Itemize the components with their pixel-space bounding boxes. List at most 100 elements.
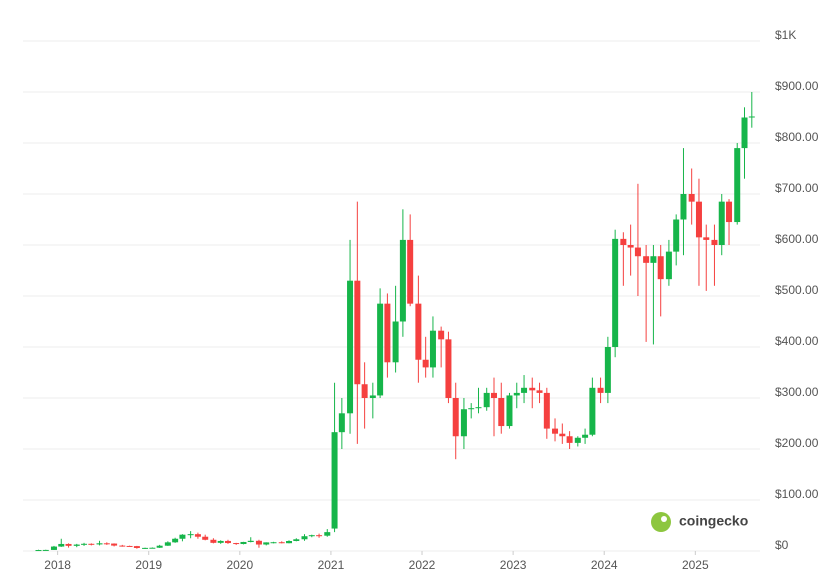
candle-body <box>536 390 543 393</box>
candle-body <box>247 540 254 542</box>
candle <box>210 538 217 544</box>
y-tick-label: $200.00 <box>775 436 819 450</box>
candle <box>566 431 573 449</box>
candle <box>657 245 664 317</box>
candle <box>695 178 702 286</box>
candle <box>377 288 384 398</box>
candle <box>589 377 596 437</box>
candle <box>293 538 300 542</box>
candle-body <box>680 194 687 220</box>
candle <box>172 537 179 543</box>
candle-body <box>331 432 338 529</box>
candle <box>103 542 110 545</box>
x-tick-label: 2023 <box>500 558 527 572</box>
candle-body <box>657 256 664 280</box>
candle-body <box>270 542 277 544</box>
candle-body <box>734 148 741 223</box>
candle <box>247 537 254 543</box>
candle <box>126 545 133 547</box>
candle-body <box>172 538 179 543</box>
candle <box>179 534 186 542</box>
watermark-logo-eye <box>661 516 667 522</box>
candle-body <box>361 384 368 398</box>
candle <box>627 224 634 276</box>
candle <box>597 377 604 404</box>
candle <box>703 224 710 291</box>
candle-body <box>301 536 308 540</box>
candle <box>643 245 650 342</box>
y-tick-label: $600.00 <box>775 232 819 246</box>
candle-body <box>308 535 315 537</box>
candle <box>354 201 361 444</box>
candle <box>506 392 513 429</box>
candle-body <box>468 408 475 410</box>
y-tick-label: $100.00 <box>775 487 819 501</box>
candle <box>270 541 277 544</box>
x-tick-label: 2019 <box>135 558 162 572</box>
candle <box>741 107 748 179</box>
candle <box>452 382 459 460</box>
candle-body <box>347 280 354 414</box>
candle-body <box>126 545 133 547</box>
candle-body <box>422 359 429 368</box>
candle-body <box>202 536 209 540</box>
candle-body <box>582 434 589 438</box>
candle-body <box>164 542 171 546</box>
candle-body <box>407 239 414 304</box>
candle <box>50 545 57 550</box>
candle-body <box>559 433 566 437</box>
candle-body <box>566 436 573 443</box>
candle <box>726 199 733 245</box>
candle <box>58 538 65 547</box>
candle-body <box>384 303 391 363</box>
candle-body <box>521 387 528 393</box>
candle <box>748 92 755 128</box>
candle-body <box>452 398 459 437</box>
candle-body <box>103 543 110 545</box>
x-tick-label: 2022 <box>409 558 436 572</box>
candle-body <box>369 395 376 398</box>
candle <box>187 531 194 539</box>
candle-body <box>255 540 262 545</box>
candle <box>483 387 490 411</box>
candle-body <box>643 256 650 263</box>
candle <box>718 194 725 256</box>
candle <box>407 214 414 307</box>
candle-body <box>293 539 300 542</box>
candle-body <box>460 409 467 437</box>
candle <box>620 232 627 286</box>
candle <box>217 540 224 544</box>
candle <box>369 382 376 419</box>
candle-body <box>240 541 247 545</box>
candle <box>73 543 80 548</box>
candle <box>65 543 72 548</box>
candle <box>42 549 49 551</box>
candle <box>634 183 641 296</box>
candle <box>331 382 338 533</box>
y-tick-label: $900.00 <box>775 79 819 93</box>
candle-body <box>179 534 186 539</box>
candle-body <box>688 194 695 202</box>
candle-body <box>620 238 627 245</box>
candle <box>552 418 559 442</box>
candle <box>224 539 231 544</box>
candle <box>233 542 240 545</box>
candle-body <box>597 387 604 393</box>
candle <box>498 382 505 434</box>
candle <box>665 239 672 286</box>
candle-body <box>741 117 748 149</box>
candle <box>347 239 354 434</box>
candle <box>604 336 611 404</box>
candle-body <box>498 398 505 427</box>
candle-body <box>81 543 88 545</box>
candle <box>680 148 687 256</box>
x-tick-label: 2025 <box>682 558 709 572</box>
candle <box>460 398 467 449</box>
candle <box>316 533 323 538</box>
candle-body <box>589 387 596 435</box>
candle-body <box>50 546 57 550</box>
candle <box>142 547 149 549</box>
candle-body <box>650 256 657 263</box>
candle-body <box>711 239 718 245</box>
candle <box>543 387 550 439</box>
